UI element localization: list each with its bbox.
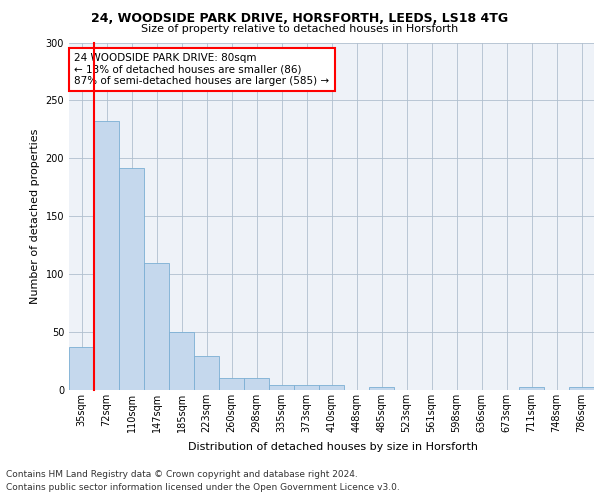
Text: Contains public sector information licensed under the Open Government Licence v3: Contains public sector information licen…: [6, 482, 400, 492]
Bar: [519, 386, 544, 390]
Text: Size of property relative to detached houses in Horsforth: Size of property relative to detached ho…: [142, 24, 458, 34]
Bar: [369, 386, 394, 390]
Bar: [144, 262, 169, 390]
Bar: [294, 386, 319, 390]
Y-axis label: Number of detached properties: Number of detached properties: [30, 128, 40, 304]
Bar: [94, 122, 119, 390]
Bar: [269, 386, 294, 390]
Bar: [194, 356, 219, 390]
Bar: [319, 386, 344, 390]
Bar: [244, 378, 269, 390]
Bar: [119, 168, 144, 390]
Text: Contains HM Land Registry data © Crown copyright and database right 2024.: Contains HM Land Registry data © Crown c…: [6, 470, 358, 479]
Bar: [69, 347, 94, 390]
Text: 24 WOODSIDE PARK DRIVE: 80sqm
← 13% of detached houses are smaller (86)
87% of s: 24 WOODSIDE PARK DRIVE: 80sqm ← 13% of d…: [74, 53, 329, 86]
Bar: [569, 386, 594, 390]
Bar: [169, 332, 194, 390]
Text: Distribution of detached houses by size in Horsforth: Distribution of detached houses by size …: [188, 442, 478, 452]
Text: 24, WOODSIDE PARK DRIVE, HORSFORTH, LEEDS, LS18 4TG: 24, WOODSIDE PARK DRIVE, HORSFORTH, LEED…: [91, 12, 509, 26]
Bar: [219, 378, 244, 390]
